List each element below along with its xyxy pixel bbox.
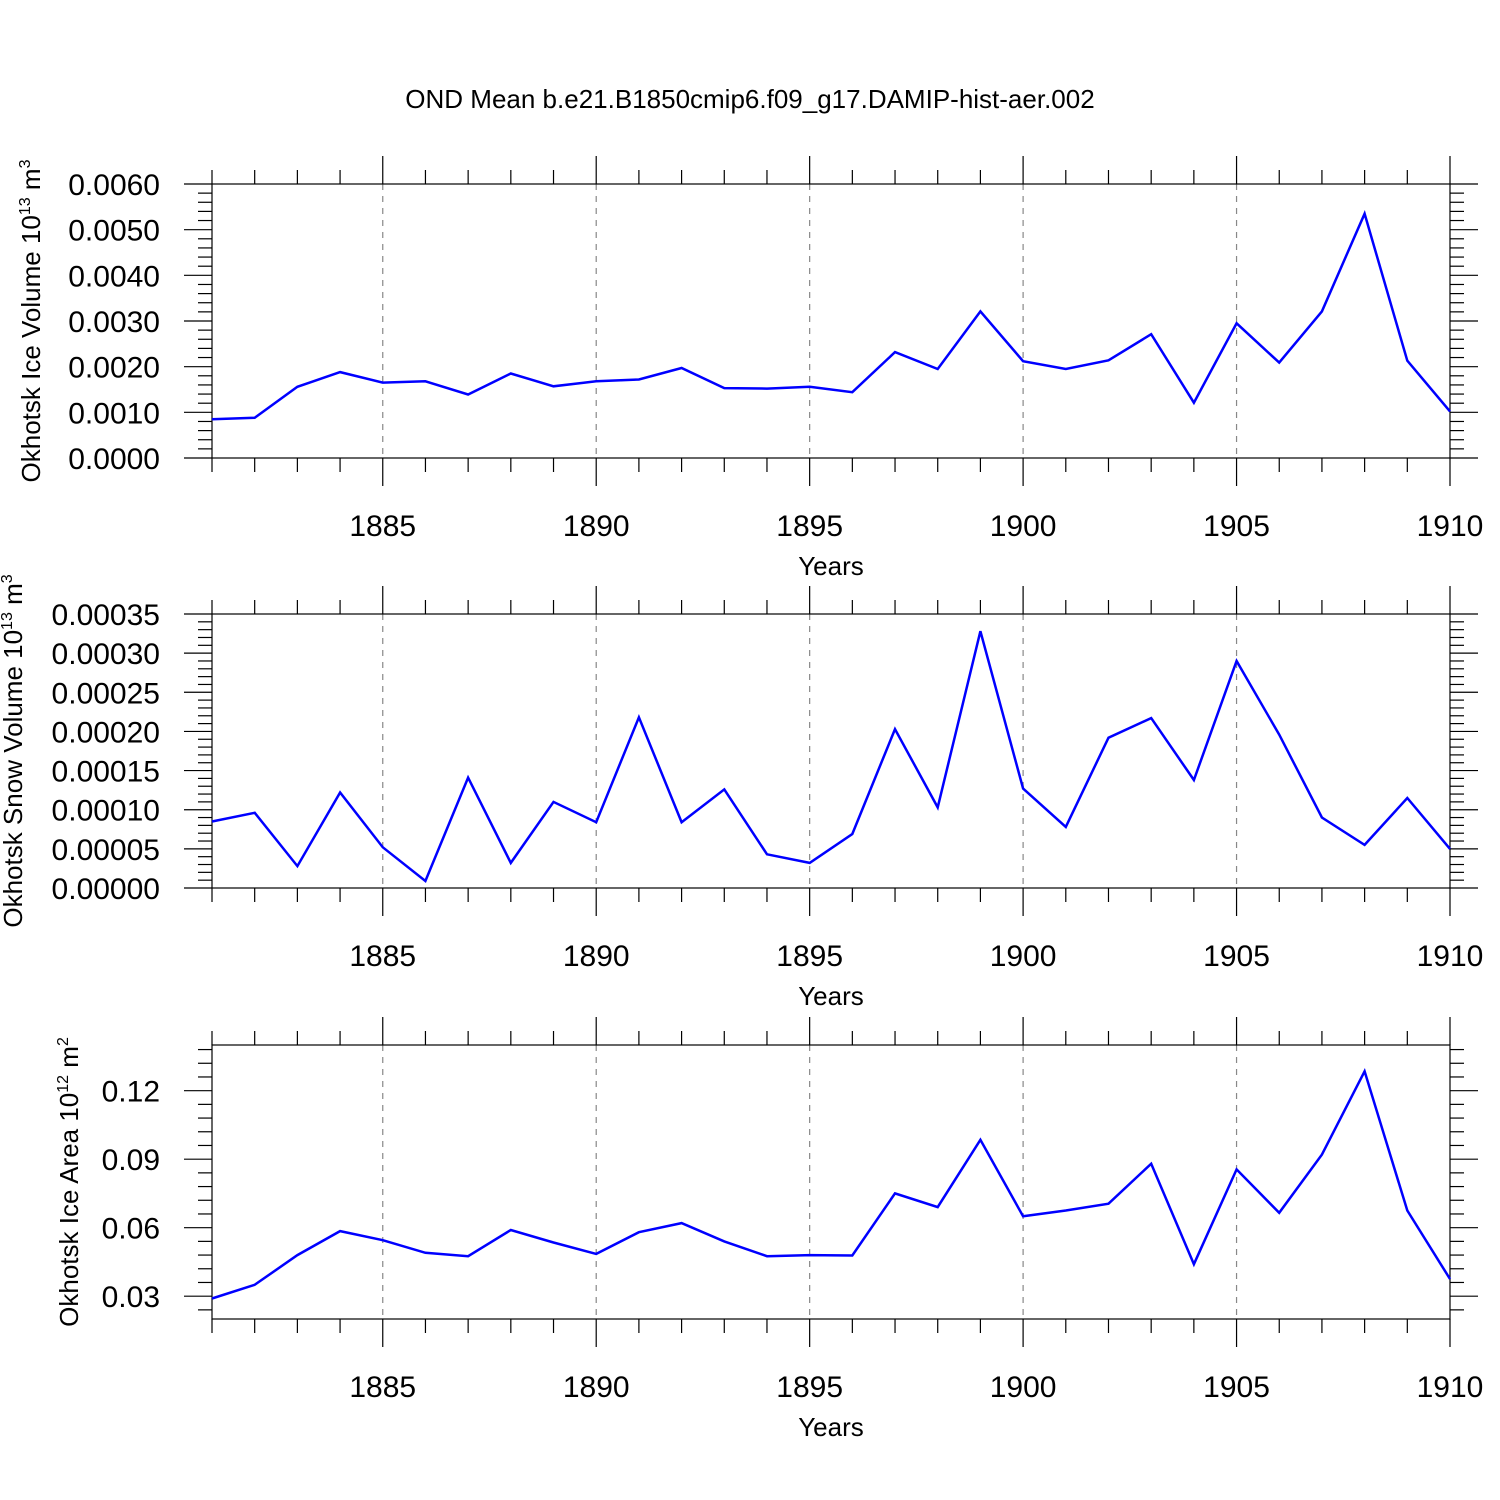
plot-frame <box>211 1044 1451 1320</box>
x-tick-label: 1885 <box>349 940 416 973</box>
x-tick-label: 1910 <box>1417 510 1484 543</box>
y-tick-label: 0.0050 <box>68 215 160 248</box>
y-axis-title: Okhotsk Ice Volume 1013 m3 <box>16 159 46 482</box>
y-tick-label: 0.00030 <box>52 638 160 671</box>
y-tick-label: 0.00000 <box>52 873 160 906</box>
data-series-line <box>211 210 1451 421</box>
x-axis-title: Years <box>798 551 864 581</box>
x-tick-label: 1905 <box>1203 510 1270 543</box>
y-tick-label: 0.00015 <box>52 756 160 789</box>
x-tick-label: 1905 <box>1203 940 1270 973</box>
x-tick-label: 1895 <box>776 940 843 973</box>
x-axis-title: Years <box>798 981 864 1011</box>
y-tick-label: 0.00010 <box>52 795 160 828</box>
y-tick-label: 0.0060 <box>68 169 160 202</box>
y-tick-label: 0.06 <box>102 1213 160 1246</box>
chart-panels: 0.0000 0.0010 0.0020 0.0030 0.0040 0.0050 0.00… <box>0 156 1483 1442</box>
plot-frame <box>211 613 1451 889</box>
x-tick-label: 1900 <box>990 510 1057 543</box>
x-tick-label: 1910 <box>1417 1371 1484 1404</box>
x-tick-label: 1910 <box>1417 940 1484 973</box>
data-series-line <box>211 630 1451 884</box>
y-tick-label: 0.0000 <box>68 443 160 476</box>
y-axis-title: Okhotsk Snow Volume 1013 m3 <box>0 574 28 927</box>
x-tick-label: 1900 <box>990 1371 1057 1404</box>
y-tick-label: 0.0020 <box>68 352 160 385</box>
chart-panel-3: 0.03 0.06 0.09 0.12 1885 1890 1895 1900 1905 1910… <box>54 1017 1483 1442</box>
y-tick-label: 0.03 <box>102 1281 160 1314</box>
y-tick-label: 0.00020 <box>52 716 160 749</box>
x-tick-label: 1900 <box>990 940 1057 973</box>
y-axis-title: Okhotsk Ice Area 1012 m2 <box>54 1037 84 1327</box>
figure-title: OND Mean b.e21.B1850cmip6.f09_g17.DAMIP-… <box>405 84 1094 114</box>
x-tick-label: 1895 <box>776 1371 843 1404</box>
data-series-line <box>211 1067 1452 1300</box>
chart-panel-2: 0.00000 0.00005 0.00010 0.00015 0.00020 0.000… <box>0 574 1483 1011</box>
y-tick-label: 0.00025 <box>52 677 160 710</box>
x-tick-label: 1890 <box>563 1371 630 1404</box>
chart-panel-1: 0.0000 0.0010 0.0020 0.0030 0.0040 0.0050 0.00… <box>16 156 1483 581</box>
plot-frame <box>211 183 1451 459</box>
x-tick-label: 1905 <box>1203 1371 1270 1404</box>
y-tick-label: 0.09 <box>102 1144 160 1177</box>
x-tick-label: 1885 <box>349 1371 416 1404</box>
y-tick-label: 0.00005 <box>52 834 160 867</box>
x-tick-label: 1890 <box>563 940 630 973</box>
x-tick-label: 1885 <box>349 510 416 543</box>
x-tick-label: 1890 <box>563 510 630 543</box>
y-tick-label: 0.0040 <box>68 260 160 293</box>
x-tick-label: 1895 <box>776 510 843 543</box>
y-tick-label: 0.0030 <box>68 306 160 339</box>
y-tick-label: 0.0010 <box>68 397 160 430</box>
y-tick-label: 0.00035 <box>52 599 160 632</box>
y-tick-label: 0.12 <box>102 1076 160 1109</box>
x-axis-title: Years <box>798 1412 864 1442</box>
